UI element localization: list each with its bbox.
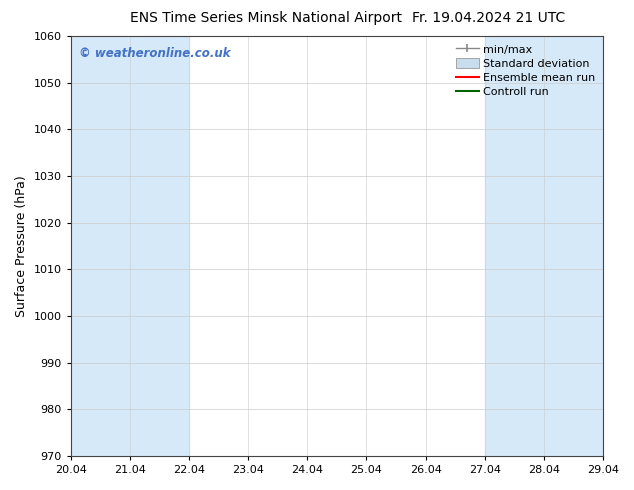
Bar [544,36,603,456]
Legend: min/max, Standard deviation, Ensemble mean run, Controll run: min/max, Standard deviation, Ensemble me… [452,40,600,101]
Text: ENS Time Series Minsk National Airport: ENS Time Series Minsk National Airport [130,11,403,25]
Bar [71,36,130,456]
Bar [130,36,189,456]
Bar [485,36,544,456]
Y-axis label: Surface Pressure (hPa): Surface Pressure (hPa) [15,175,28,317]
Text: © weatheronline.co.uk: © weatheronline.co.uk [79,47,230,60]
Text: Fr. 19.04.2024 21 UTC: Fr. 19.04.2024 21 UTC [411,11,565,25]
